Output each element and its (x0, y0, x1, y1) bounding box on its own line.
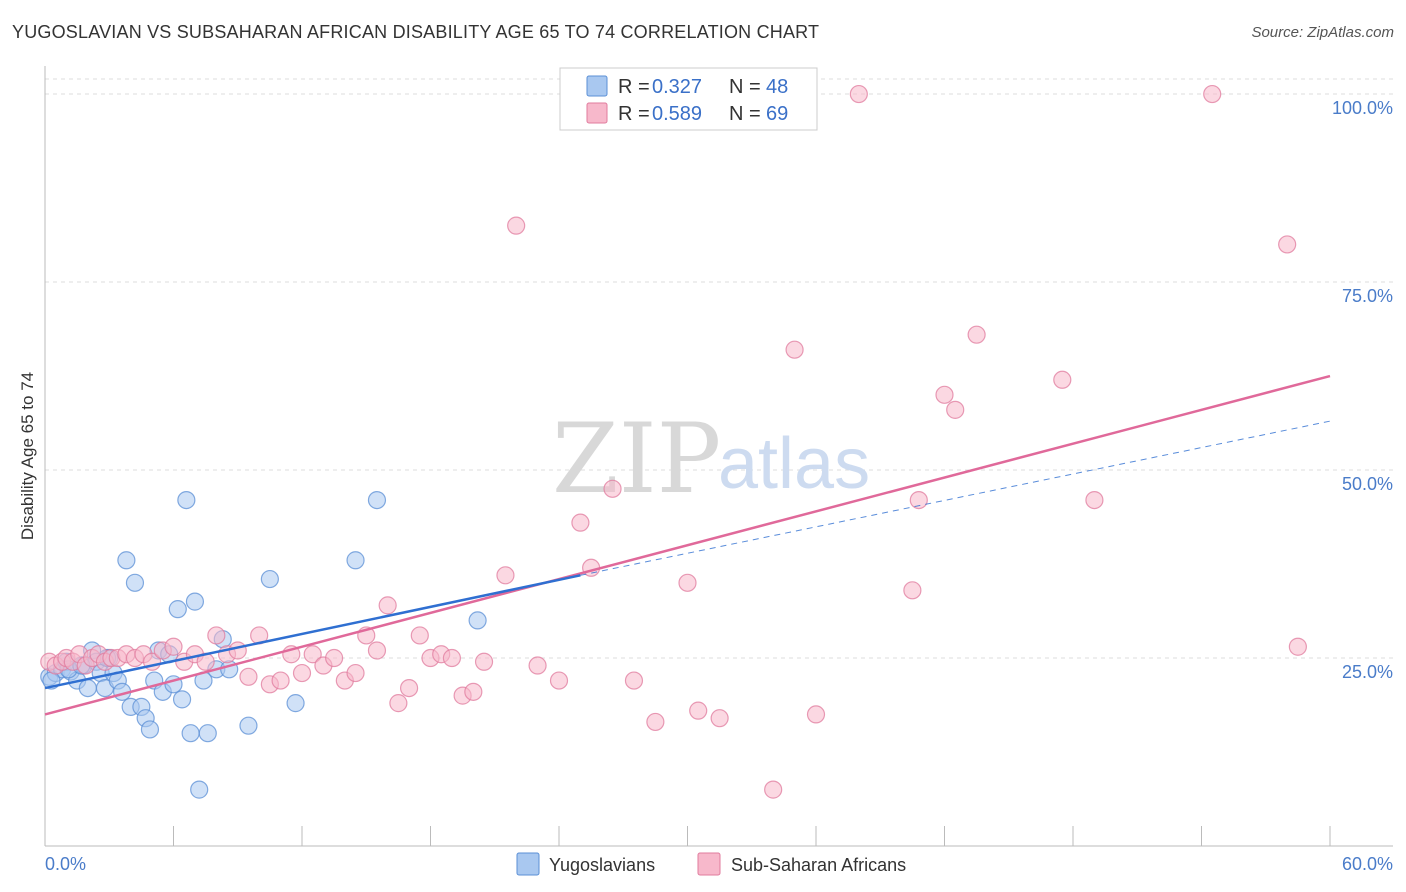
x-tick-label: 60.0% (1342, 854, 1393, 874)
trend-line-yugoslavians (44, 574, 581, 690)
point-subsaharan (603, 479, 622, 498)
point-subsaharan (303, 645, 322, 664)
point-yugoslavians (117, 551, 136, 570)
point-yugoslavians (367, 490, 387, 510)
point-subsaharan (849, 84, 868, 104)
y-axis-title: Disability Age 65 to 74 (18, 372, 37, 540)
legend-top-n-value: 69 (766, 103, 788, 125)
point-yugoslavians (177, 490, 196, 510)
point-subsaharan (389, 694, 408, 713)
point-subsaharan (549, 671, 569, 690)
point-yugoslavians (260, 569, 279, 589)
point-subsaharan (806, 705, 826, 724)
point-yugoslavians (181, 724, 200, 743)
point-yugoslavians (172, 690, 192, 709)
y-tick-label: 75.0% (1342, 286, 1393, 306)
point-yugoslavians (78, 678, 97, 698)
point-subsaharan (1053, 370, 1072, 389)
x-tick-label: 0.0% (45, 854, 86, 874)
legend-top-r-value: 0.589 (652, 103, 702, 125)
legend-top-r-label: R = (618, 103, 650, 125)
point-subsaharan (624, 671, 644, 690)
point-subsaharan (1278, 235, 1297, 254)
point-subsaharan (464, 682, 483, 701)
legend-bottom: Yugoslavians Sub-Saharan Africans (516, 852, 906, 876)
point-subsaharan (325, 648, 344, 668)
y-tick-label: 25.0% (1342, 662, 1393, 682)
legend-top-n-label: N = (729, 103, 761, 125)
point-yugoslavians (286, 694, 305, 713)
point-subsaharan (1085, 490, 1104, 510)
point-subsaharan (378, 596, 397, 615)
watermark-zip: ZIP (552, 403, 721, 515)
point-subsaharan (1203, 84, 1222, 104)
point-subsaharan (946, 400, 965, 419)
point-yugoslavians (185, 592, 205, 611)
point-subsaharan (474, 652, 494, 671)
point-yugoslavians (140, 720, 160, 739)
point-subsaharan (399, 678, 419, 698)
point-subsaharan (496, 566, 515, 585)
point-subsaharan (689, 701, 708, 720)
point-subsaharan (678, 573, 697, 592)
point-subsaharan (764, 780, 783, 799)
legend-bottom-swatch-yugoslavians (516, 852, 540, 876)
legend-top-swatch-subsaharan (586, 102, 608, 124)
point-subsaharan (292, 663, 312, 683)
legend-top: R = 0.327 N = 48 R = 0.589 N = 69 (559, 67, 818, 131)
legend-bottom-label-subsaharan: Sub-Saharan Africans (731, 855, 906, 875)
watermark-atlas: atlas (718, 424, 870, 504)
legend-bottom-label-yugoslavians: Yugoslavians (549, 855, 655, 875)
point-subsaharan (239, 667, 258, 686)
axis-layer: 25.0% 50.0% 75.0% 100.0% 0.0% 60.0% (44, 66, 1393, 874)
point-yugoslavians (168, 600, 187, 619)
point-yugoslavians (239, 716, 258, 735)
point-subsaharan (967, 325, 986, 344)
point-subsaharan (571, 513, 590, 532)
y-tick-label: 50.0% (1342, 474, 1393, 494)
point-yugoslavians (468, 611, 487, 630)
point-subsaharan (785, 340, 804, 359)
trend-layer (44, 374, 1331, 716)
point-subsaharan (909, 490, 928, 510)
point-yugoslavians (198, 724, 217, 743)
legend-bottom-swatch-subsaharan (697, 852, 721, 876)
point-yugoslavians (125, 573, 145, 592)
point-subsaharan (271, 671, 290, 690)
legend-top-swatch-yugoslavians (586, 75, 608, 97)
trend-line-subsaharan (44, 374, 1331, 716)
legend-top-n-value: 48 (766, 76, 788, 98)
legend-top-r-value: 0.327 (652, 76, 702, 98)
point-subsaharan (367, 641, 387, 660)
point-subsaharan (935, 385, 954, 404)
y-tick-label: 100.0% (1332, 98, 1393, 118)
point-subsaharan (228, 641, 247, 660)
point-subsaharan (410, 626, 429, 645)
point-subsaharan (903, 581, 922, 600)
grid-layer (45, 78, 1393, 659)
point-subsaharan (646, 712, 665, 732)
legend-top-n-label: N = (729, 76, 761, 98)
chart-title: YUGOSLAVIAN VS SUBSAHARAN AFRICAN DISABI… (12, 22, 820, 42)
point-subsaharan (507, 216, 526, 235)
chart-source: Source: ZipAtlas.com (1251, 24, 1394, 41)
point-subsaharan (346, 663, 365, 683)
point-subsaharan (710, 709, 729, 728)
legend-top-r-label: R = (618, 76, 650, 98)
point-yugoslavians (346, 551, 365, 570)
point-subsaharan (442, 648, 462, 668)
point-subsaharan (528, 656, 547, 675)
point-subsaharan (1288, 637, 1307, 656)
point-yugoslavians (190, 780, 209, 799)
watermark: ZIP atlas (552, 403, 870, 515)
point-subsaharan (207, 626, 226, 645)
point-subsaharan (164, 637, 183, 656)
